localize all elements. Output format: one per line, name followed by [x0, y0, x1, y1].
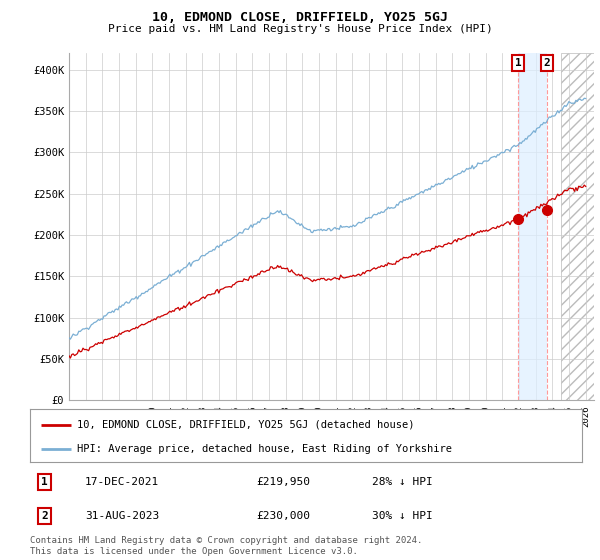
Bar	[518, 53, 547, 400]
Text: 2: 2	[41, 511, 48, 521]
Text: £230,000: £230,000	[256, 511, 310, 521]
Text: 10, EDMOND CLOSE, DRIFFIELD, YO25 5GJ (detached house): 10, EDMOND CLOSE, DRIFFIELD, YO25 5GJ (d…	[77, 420, 415, 430]
Text: 1: 1	[515, 58, 522, 68]
Text: Price paid vs. HM Land Registry's House Price Index (HPI): Price paid vs. HM Land Registry's House …	[107, 24, 493, 34]
Text: 31-AUG-2023: 31-AUG-2023	[85, 511, 160, 521]
Text: 28% ↓ HPI: 28% ↓ HPI	[372, 477, 433, 487]
Text: 10, EDMOND CLOSE, DRIFFIELD, YO25 5GJ: 10, EDMOND CLOSE, DRIFFIELD, YO25 5GJ	[152, 11, 448, 24]
Text: £219,950: £219,950	[256, 477, 310, 487]
Text: 2: 2	[544, 58, 550, 68]
Text: 1: 1	[41, 477, 48, 487]
Text: Contains HM Land Registry data © Crown copyright and database right 2024.
This d: Contains HM Land Registry data © Crown c…	[30, 536, 422, 556]
Text: HPI: Average price, detached house, East Riding of Yorkshire: HPI: Average price, detached house, East…	[77, 444, 452, 454]
Bar	[560, 53, 594, 400]
Text: 17-DEC-2021: 17-DEC-2021	[85, 477, 160, 487]
Text: 30% ↓ HPI: 30% ↓ HPI	[372, 511, 433, 521]
